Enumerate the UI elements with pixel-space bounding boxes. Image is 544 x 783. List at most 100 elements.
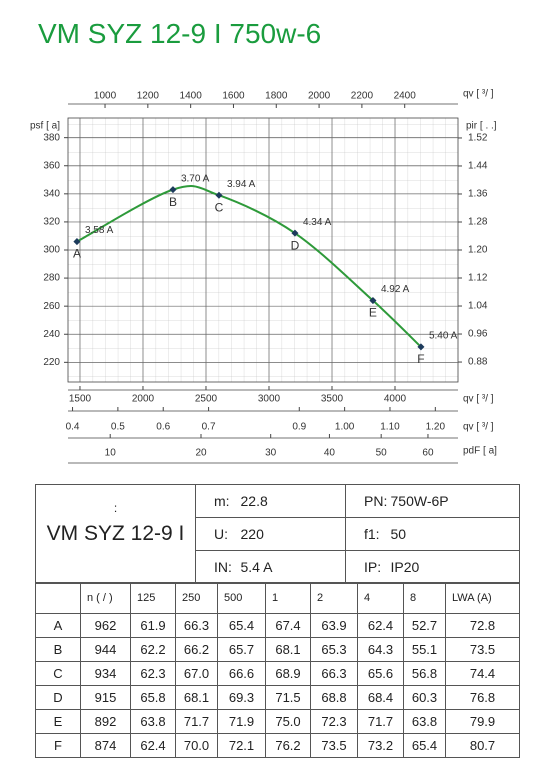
table-cell: 56.8 xyxy=(403,661,446,686)
table-cell: 915 xyxy=(80,685,131,710)
table-cell: 55.1 xyxy=(403,637,446,662)
y2-tick-label: 1.12 xyxy=(468,273,488,284)
spec-label: m: xyxy=(195,484,241,518)
table-cell: 69.3 xyxy=(217,685,266,710)
y2-tick-label: 1.20 xyxy=(468,245,488,256)
table-row: B 944 62.2 66.2 65.7 68.1 65.3 64.3 55.1 73.5 xyxy=(35,637,520,662)
y-tick-label: 240 xyxy=(43,329,60,340)
table-cell: 65.3 xyxy=(310,637,358,662)
x4-tick-label: 20 xyxy=(195,448,207,459)
y2-tick-label: 1.04 xyxy=(468,301,488,312)
page-title: VM SYZ 12-9 I 750w-6 xyxy=(38,18,322,49)
table-cell: 66.2 xyxy=(175,637,218,662)
point-label: D xyxy=(291,238,300,252)
spec-label: U: xyxy=(195,517,241,551)
x3-axis-label: qv [ ³/ ] xyxy=(463,422,494,433)
table-row: D 915 65.8 68.1 69.3 71.5 68.8 68.4 60.3 76.8 xyxy=(35,685,520,710)
table-cell: 63.9 xyxy=(310,613,358,638)
table-cell: 68.9 xyxy=(265,661,311,686)
current-label: 3.70 A xyxy=(181,173,210,184)
point-label: A xyxy=(73,247,81,261)
current-label: 3.94 A xyxy=(227,179,256,190)
x3-tick-label: 1.20 xyxy=(426,422,446,433)
table-cell: 62.4 xyxy=(130,733,176,758)
table-row: C 934 62.3 67.0 66.6 68.9 66.3 65.6 56.8 74.4 xyxy=(35,661,520,686)
spec-row: : VM SYZ 12-9 I m: 22.8 PN: 750W-6P xyxy=(35,484,520,584)
spec-value: 750W-6P xyxy=(390,484,520,518)
x3-tick-label: 1.00 xyxy=(335,422,355,433)
column-header: LWA (A) xyxy=(445,582,520,614)
table-cell: 63.8 xyxy=(403,709,446,734)
y-tick-label: 320 xyxy=(43,217,60,228)
column-header: 500 xyxy=(217,582,266,614)
point-label: C xyxy=(215,200,224,214)
table-cell: 73.5 xyxy=(445,637,520,662)
table-row: E 892 63.8 71.7 71.9 75.0 72.3 71.7 63.8 79.9 xyxy=(35,709,520,734)
operating-point xyxy=(291,229,299,237)
spec-label: f1: xyxy=(345,517,391,551)
table-cell: 65.4 xyxy=(403,733,446,758)
spec-value: 220 xyxy=(240,517,346,551)
x2-tick-label: 2200 xyxy=(351,91,374,102)
current-label: 4.34 A xyxy=(303,217,332,228)
point-label: F xyxy=(417,352,424,366)
spec-label: IP: xyxy=(345,550,391,584)
table-cell: 74.4 xyxy=(445,661,520,686)
table-cell: 60.3 xyxy=(403,685,446,710)
spec-value: 50 xyxy=(390,517,520,551)
table-cell: 874 xyxy=(80,733,131,758)
x2-axis-label: qv [ ³/ ] xyxy=(463,89,494,100)
table-cell: 71.7 xyxy=(357,709,404,734)
row-label: E xyxy=(35,709,81,734)
table-cell: 73.2 xyxy=(357,733,404,758)
x-tick-label: 3000 xyxy=(258,394,281,405)
row-label: D xyxy=(35,685,81,710)
point-label: E xyxy=(369,306,377,320)
x-tick-label: 2500 xyxy=(195,394,218,405)
table-cell: 72.8 xyxy=(445,613,520,638)
table-cell: 72.3 xyxy=(310,709,358,734)
x3-tick-label: 1.10 xyxy=(380,422,400,433)
table-cell: 61.9 xyxy=(130,613,176,638)
x4-tick-label: 50 xyxy=(376,448,388,459)
x4-tick-label: 10 xyxy=(105,448,117,459)
table-cell: 944 xyxy=(80,637,131,662)
table-cell: 71.5 xyxy=(265,685,311,710)
x3-tick-label: 0.9 xyxy=(292,422,306,433)
column-header: 1 xyxy=(265,582,311,614)
table-cell: 75.0 xyxy=(265,709,311,734)
x-tick-label: 2000 xyxy=(132,394,155,405)
spec-row: IN: 5.4 A IP: IP20 xyxy=(36,550,520,584)
column-header: n ( / ) xyxy=(80,582,131,614)
operating-point xyxy=(417,343,425,351)
row-label: C xyxy=(35,661,81,686)
table-cell: 892 xyxy=(80,709,131,734)
spec-value: IP20 xyxy=(390,550,520,584)
table-row: F 874 62.4 70.0 72.1 76.2 73.5 73.2 65.4 80.7 xyxy=(35,733,520,758)
x2-tick-label: 1600 xyxy=(222,91,245,102)
model-mark: : xyxy=(113,501,118,515)
y2-tick-label: 0.96 xyxy=(468,329,488,340)
y2-axis-label: pir [ . .] xyxy=(466,121,497,132)
model-name: VM SYZ 12-9 I xyxy=(46,522,185,545)
operating-point xyxy=(73,238,81,246)
table-cell: 962 xyxy=(80,613,131,638)
table-cell: 52.7 xyxy=(403,613,446,638)
column-header: 250 xyxy=(175,582,218,614)
spec-label: IN: xyxy=(195,550,241,584)
table-cell: 66.3 xyxy=(310,661,358,686)
table-cell: 62.2 xyxy=(130,637,176,662)
x4-axis-label: pdF [ a] xyxy=(463,446,497,457)
noise-table: n ( / ) 125 250 500 1 2 4 8 LWA (A) A 962 61.9 66.3… xyxy=(35,582,520,758)
y-tick-label: 300 xyxy=(43,245,60,256)
table-cell: 65.6 xyxy=(357,661,404,686)
current-label: 3.58 A xyxy=(85,225,114,236)
operating-point xyxy=(169,186,177,194)
spec-value: 22.8 xyxy=(240,484,346,518)
table-cell: 76.8 xyxy=(445,685,520,710)
row-label: A xyxy=(35,613,81,638)
table-row: A 962 61.9 66.3 65.4 67.4 63.9 62.4 52.7 72.8 xyxy=(35,613,520,638)
table-cell: 71.9 xyxy=(217,709,266,734)
